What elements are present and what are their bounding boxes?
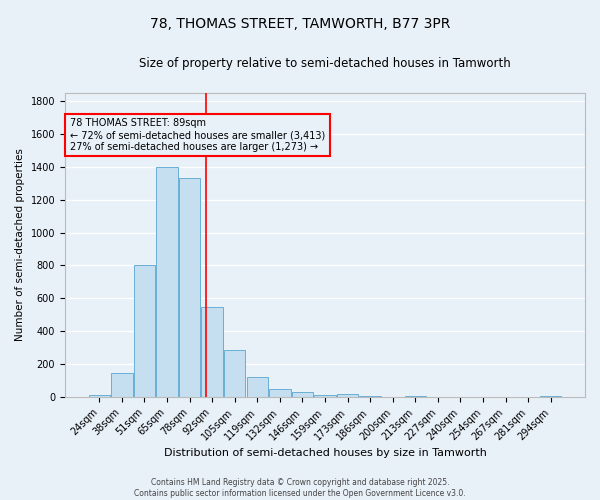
Bar — [247, 378, 268, 397]
Bar — [202, 306, 223, 397]
Bar — [134, 266, 155, 397]
X-axis label: Distribution of semi-detached houses by size in Tamworth: Distribution of semi-detached houses by … — [164, 448, 487, 458]
Y-axis label: Number of semi-detached properties: Number of semi-detached properties — [15, 148, 25, 342]
Bar — [404, 396, 426, 397]
Bar — [89, 394, 110, 397]
Bar — [292, 392, 313, 397]
Bar — [156, 166, 178, 397]
Bar — [111, 372, 133, 397]
Bar — [540, 396, 562, 397]
Bar — [314, 394, 335, 397]
Bar — [179, 178, 200, 397]
Bar — [337, 394, 358, 397]
Bar — [224, 350, 245, 397]
Title: Size of property relative to semi-detached houses in Tamworth: Size of property relative to semi-detach… — [139, 58, 511, 70]
Text: 78 THOMAS STREET: 89sqm
← 72% of semi-detached houses are smaller (3,413)
27% of: 78 THOMAS STREET: 89sqm ← 72% of semi-de… — [70, 118, 325, 152]
Text: 78, THOMAS STREET, TAMWORTH, B77 3PR: 78, THOMAS STREET, TAMWORTH, B77 3PR — [150, 18, 450, 32]
Bar — [359, 396, 381, 397]
Bar — [269, 389, 290, 397]
Text: Contains HM Land Registry data © Crown copyright and database right 2025.
Contai: Contains HM Land Registry data © Crown c… — [134, 478, 466, 498]
